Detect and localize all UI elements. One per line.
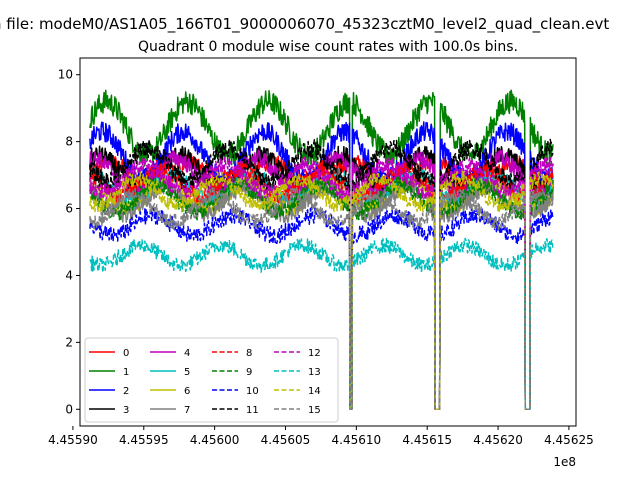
y-tick-label: 6 bbox=[65, 202, 73, 216]
legend-label-12: 12 bbox=[308, 348, 321, 359]
legend-label-8: 8 bbox=[246, 348, 252, 359]
series-line-14 bbox=[89, 170, 554, 411]
legend-label-13: 13 bbox=[308, 367, 321, 378]
series-line-13 bbox=[89, 237, 554, 411]
series-layer bbox=[89, 89, 554, 411]
series-line-12 bbox=[89, 156, 554, 411]
y-tick-label: 8 bbox=[65, 135, 73, 149]
legend-label-14: 14 bbox=[308, 386, 321, 397]
x-tick-label: 4.45605 bbox=[261, 433, 311, 447]
x-tick-label: 4.45625 bbox=[544, 433, 594, 447]
x-tick-label: 4.45595 bbox=[119, 433, 169, 447]
axes-frame bbox=[79, 57, 577, 427]
y-tick-label: 4 bbox=[65, 268, 73, 282]
legend-label-2: 2 bbox=[123, 386, 129, 397]
y-axis: 0 2 4 6 8 10 bbox=[58, 68, 80, 416]
y-tick-label: 2 bbox=[65, 335, 73, 349]
legend-label-4: 4 bbox=[184, 348, 190, 359]
legend-label-6: 6 bbox=[184, 386, 190, 397]
legend-label-7: 7 bbox=[184, 405, 190, 416]
legend-label-5: 5 bbox=[184, 367, 190, 378]
legend-box bbox=[84, 337, 339, 423]
legend-label-0: 0 bbox=[123, 348, 129, 359]
legend-label-1: 1 bbox=[123, 367, 129, 378]
legend-label-15: 15 bbox=[308, 405, 321, 416]
chart-title: Quadrant 0 module wise count rates with … bbox=[138, 39, 518, 55]
x-tick-label: 4.45620 bbox=[473, 433, 523, 447]
legend-label-9: 9 bbox=[246, 367, 252, 378]
x-offset-label: 1e8 bbox=[553, 455, 576, 469]
x-tick-label: 4.45600 bbox=[190, 433, 240, 447]
plot-area: 4.45590 4.45595 4.45600 4.45605 4.45610 4.456… bbox=[48, 57, 594, 469]
legend-label-3: 3 bbox=[123, 405, 129, 416]
x-tick-label: 4.45610 bbox=[332, 433, 382, 447]
x-tick-label: 4.45590 bbox=[48, 433, 98, 447]
figure-suptitle: n file: modeM0/AS1A05_166T01_9000006070_… bbox=[0, 15, 609, 34]
y-tick-label: 0 bbox=[65, 402, 73, 416]
legend-label-11: 11 bbox=[246, 405, 259, 416]
y-tick-label: 10 bbox=[58, 68, 73, 82]
legend-label-10: 10 bbox=[246, 386, 259, 397]
x-axis: 4.45590 4.45595 4.45600 4.45605 4.45610 4.456… bbox=[48, 426, 594, 447]
series-line-11 bbox=[89, 138, 554, 411]
series-line-15 bbox=[89, 187, 554, 411]
x-tick-label: 4.45615 bbox=[402, 433, 452, 447]
